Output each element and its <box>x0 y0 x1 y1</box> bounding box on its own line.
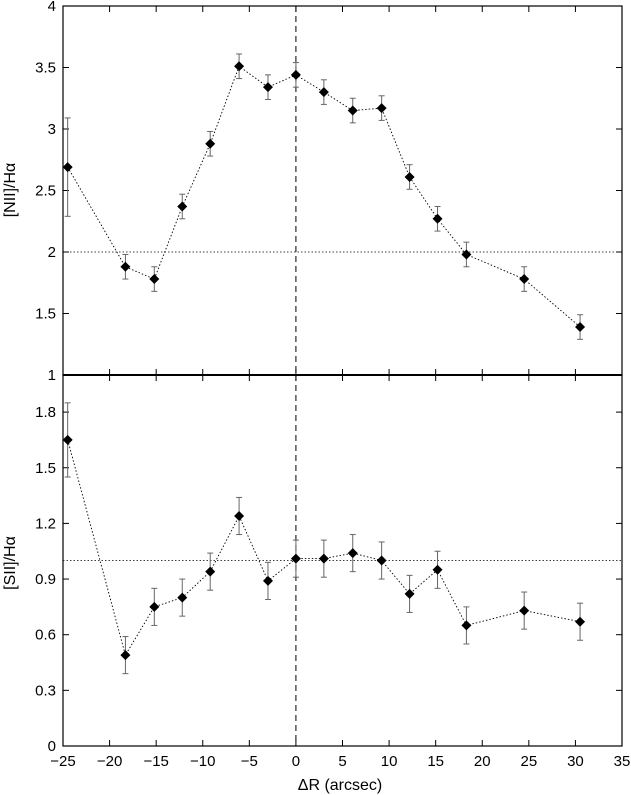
bottom-data-point <box>575 616 586 627</box>
bottom-data-point <box>461 620 472 631</box>
top-data-point <box>404 171 415 182</box>
top-data-point <box>318 87 329 98</box>
top-data-point <box>376 103 387 114</box>
top-data-point <box>177 201 188 212</box>
x-tick-label: 35 <box>614 753 631 770</box>
top-series-line <box>67 65 581 328</box>
bottom-y-axis-title: [SII]/Hα <box>2 536 19 590</box>
top-y-axis-title: [NII]/Hα <box>2 163 19 218</box>
bottom-data-point <box>120 650 131 661</box>
bottom-plot-frame <box>62 374 623 747</box>
bottom-data-point <box>149 601 160 612</box>
bottom-y-tick-label: 1.8 <box>35 404 56 421</box>
x-tick-label: −15 <box>143 753 168 770</box>
top-data-point <box>120 261 131 272</box>
top-data-point <box>461 249 472 260</box>
top-data-point <box>62 162 73 173</box>
top-y-tick-label: 2 <box>48 244 56 261</box>
top-y-tick-label: 1.5 <box>35 306 56 323</box>
top-data-point <box>290 69 301 80</box>
top-data-point <box>205 138 216 149</box>
bottom-y-tick-label: 0 <box>48 738 56 755</box>
top-data-point <box>519 274 530 285</box>
top-data-point <box>432 213 443 224</box>
bottom-y-tick-label: 0.6 <box>35 627 56 644</box>
top-data-point <box>234 61 245 72</box>
top-data-point <box>347 105 358 116</box>
bottom-data-point <box>347 548 358 559</box>
bottom-data-point <box>404 588 415 599</box>
bottom-data-point <box>262 575 273 586</box>
x-tick-label: −25 <box>50 753 75 770</box>
bottom-y-tick-label: 0.9 <box>35 571 56 588</box>
x-tick-label: 0 <box>292 753 300 770</box>
x-tick-label: 30 <box>567 753 584 770</box>
nii-halpha-panel: 1 1.5 2 2.5 3 3.5 4 <box>35 0 623 384</box>
bottom-data-point <box>376 555 387 566</box>
x-tick-label: 25 <box>520 753 537 770</box>
top-data-point <box>575 322 586 333</box>
x-tick-label: −10 <box>190 753 215 770</box>
bottom-y-tick-label: 1.2 <box>35 515 56 532</box>
top-y-tick-label: 2.5 <box>35 183 56 200</box>
top-y-tick-label: 1 <box>48 367 56 384</box>
top-y-tick-label: 3 <box>48 121 56 138</box>
bottom-data-point <box>205 566 216 577</box>
x-tick-label: 10 <box>381 753 398 770</box>
x-tick-label: −20 <box>97 753 122 770</box>
top-plot-frame <box>62 5 623 376</box>
x-tick-label: 15 <box>427 753 444 770</box>
top-data-point <box>262 82 273 93</box>
bottom-data-point <box>432 564 443 575</box>
bottom-data-point <box>290 553 301 564</box>
bottom-y-tick-label: 0.3 <box>35 682 56 699</box>
top-y-tick-label: 3.5 <box>35 60 56 77</box>
bottom-data-point <box>519 605 530 616</box>
x-tick-label: 5 <box>338 753 346 770</box>
x-tick-label: 20 <box>474 753 491 770</box>
bottom-data-point <box>234 510 245 521</box>
bottom-data-point <box>177 592 188 603</box>
x-axis-title: ΔR (arcsec) <box>298 777 382 794</box>
bottom-y-tick-label: 1.5 <box>35 460 56 477</box>
x-tick-label: −5 <box>241 753 258 770</box>
top-y-tick-label: 4 <box>48 0 56 15</box>
sii-halpha-panel: 0 0.3 0.6 0.9 1.2 1.5 1.8 −25 −20 −15 −10 −5 0 5 10 15 2… <box>35 374 631 770</box>
bottom-data-point <box>62 434 73 445</box>
bottom-data-point <box>318 553 329 564</box>
bottom-series-line <box>67 439 581 657</box>
top-data-point <box>149 274 160 285</box>
